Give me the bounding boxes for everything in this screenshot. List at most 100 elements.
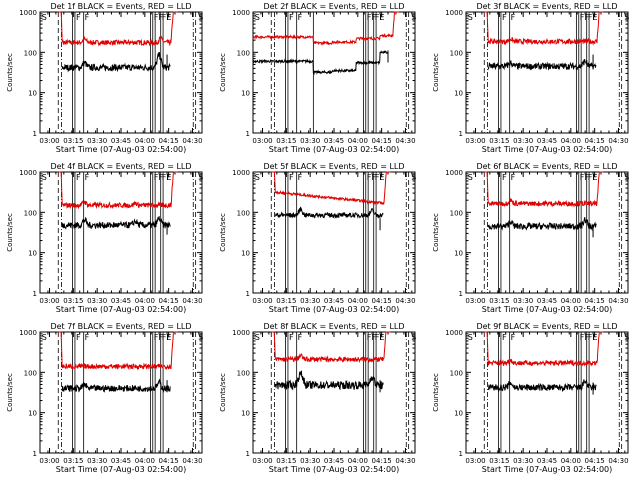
panel-9: Det 9f BLACK = Events, RED = LLD Counts/s…: [432, 322, 629, 474]
flag-label: F: [289, 173, 294, 182]
flag-label: F: [85, 173, 90, 182]
x-tick-label: 03:45: [537, 137, 557, 145]
x-tick-label: 04:15: [585, 137, 605, 145]
flag-label: FF: [375, 13, 385, 22]
x-tick-label: 03:30: [300, 297, 320, 305]
x-tick-label: 03:15: [276, 137, 296, 145]
y-tick-label: 100: [237, 369, 250, 377]
y-tick-label: 1: [33, 450, 37, 458]
flag-label: E: [166, 13, 171, 22]
y-tick-label: 1: [246, 290, 250, 298]
x-tick-label: 03:00: [252, 457, 272, 465]
flag-label: FF: [162, 173, 172, 182]
x-tick-label: 04:30: [395, 297, 415, 305]
x-tick-label: 03:45: [111, 137, 131, 145]
panel-title: Det 7f BLACK = Events, RED = LLD: [50, 322, 191, 331]
y-tick-label: 1: [33, 290, 37, 298]
x-tick-label: 04:00: [135, 137, 155, 145]
x-tick-label: 03:30: [87, 297, 107, 305]
y-tick-label: 1000: [232, 169, 250, 177]
x-tick-label: 03:45: [324, 457, 344, 465]
lld-series-line: [484, 331, 604, 367]
x-axis-label: Start Time (07-Aug-03 02:54:00): [482, 145, 613, 154]
x-tick-label: 03:45: [111, 457, 131, 465]
events-series-line: [487, 59, 597, 71]
x-tick-label: 03:15: [276, 457, 296, 465]
plot-frame: [252, 331, 416, 454]
events-series-line: [61, 52, 171, 73]
flag-label: S: [411, 173, 416, 182]
x-tick-label: 03:30: [87, 137, 107, 145]
x-tick-label: 03:00: [465, 297, 485, 305]
y-axis-label: Counts/sec: [432, 373, 440, 412]
x-tick-label: 04:00: [135, 297, 155, 305]
x-tick-label: 03:30: [300, 137, 320, 145]
flag-label: S: [255, 333, 260, 342]
flag-label: FF: [588, 13, 598, 22]
y-tick-label: 1: [33, 130, 37, 138]
x-tick-label: 04:15: [585, 457, 605, 465]
plot-frame: [39, 171, 203, 294]
lld-series-line: [252, 11, 400, 46]
flag-label: F: [85, 13, 90, 22]
flag-label: S: [198, 333, 203, 342]
flag-label: FF: [367, 173, 377, 182]
panel-5: Det 5f BLACK = Events, RED = LLD Counts/s…: [219, 162, 416, 314]
flag-label: FF: [580, 173, 590, 182]
panel-title: Det 3f BLACK = Events, RED = LLD: [476, 2, 617, 11]
flag-label: FF: [154, 173, 164, 182]
panel-title: Det 1f BLACK = Events, RED = LLD: [50, 2, 191, 11]
x-tick-label: 03:30: [513, 137, 533, 145]
x-tick-label: 04:00: [135, 457, 155, 465]
x-tick-label: 04:00: [348, 457, 368, 465]
flag-label: E: [592, 333, 597, 342]
flag-label: F: [502, 333, 507, 342]
x-tick-label: 03:15: [489, 137, 509, 145]
y-tick-label: 1: [459, 290, 463, 298]
panel-6: Det 6f BLACK = Events, RED = LLD Counts/s…: [432, 162, 629, 314]
lld-series-line: [484, 11, 604, 46]
x-axis-label: Start Time (07-Aug-03 02:54:00): [56, 145, 187, 154]
x-tick-label: 03:45: [111, 297, 131, 305]
x-tick-label: 03:00: [465, 457, 485, 465]
flag-label: F: [502, 13, 507, 22]
flag-label: S: [198, 13, 203, 22]
y-tick-label: 1: [246, 130, 250, 138]
x-tick-label: 03:15: [489, 297, 509, 305]
flag-label: S: [42, 13, 47, 22]
flag-label: S: [624, 333, 629, 342]
y-tick-label: 1000: [445, 169, 463, 177]
lld-series-line: [58, 171, 178, 210]
panel-3: Det 3f BLACK = Events, RED = LLD Counts/s…: [432, 2, 629, 154]
y-tick-label: 1000: [232, 9, 250, 17]
flag-label: F: [76, 173, 81, 182]
x-tick-label: 03:15: [63, 457, 83, 465]
panel-title: Det 5f BLACK = Events, RED = LLD: [263, 162, 404, 171]
x-axis-label: Start Time (07-Aug-03 02:54:00): [56, 465, 187, 474]
panel-title: Det 4f BLACK = Events, RED = LLD: [50, 162, 191, 171]
y-tick-label: 10: [28, 250, 37, 258]
y-tick-label: 10: [241, 250, 250, 258]
x-tick-label: 04:15: [372, 297, 392, 305]
x-tick-label: 04:15: [372, 137, 392, 145]
x-tick-label: 04:30: [182, 297, 202, 305]
x-axis-label: Start Time (07-Aug-03 02:54:00): [482, 305, 613, 314]
x-axis-label: Start Time (07-Aug-03 02:54:00): [56, 305, 187, 314]
flag-label: S: [411, 13, 416, 22]
events-series-line: [252, 58, 314, 74]
flag-label: F: [76, 13, 81, 22]
y-tick-label: 100: [237, 209, 250, 217]
x-tick-label: 04:30: [182, 137, 202, 145]
y-tick-label: 10: [241, 90, 250, 98]
panel-8: Det 8f BLACK = Events, RED = LLD Counts/s…: [219, 322, 416, 474]
flag-label: FF: [154, 13, 164, 22]
flag-label: F: [289, 13, 294, 22]
events-series-line: [61, 378, 171, 393]
panel-1: Det 1f BLACK = Events, RED = LLD Counts/s…: [6, 2, 203, 154]
y-tick-label: 10: [454, 90, 463, 98]
panel-7: Det 7f BLACK = Events, RED = LLD Counts/s…: [6, 322, 203, 474]
flag-label: F: [289, 333, 294, 342]
flag-label: F: [298, 333, 303, 342]
y-axis-label: Counts/sec: [432, 213, 440, 252]
y-tick-label: 1000: [19, 9, 37, 17]
